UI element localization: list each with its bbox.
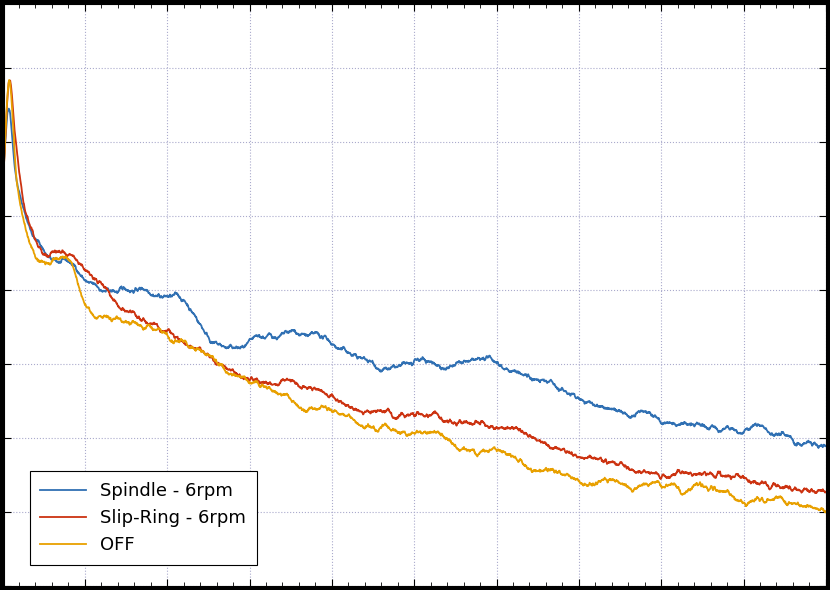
OFF (821, 508, 830, 515)
Spindle - 6rpm (315, 333, 325, 340)
OFF (142, 323, 152, 330)
OFF (4, 77, 14, 84)
Slip-Ring - 6rpm (805, 488, 815, 495)
Slip-Ring - 6rpm (142, 319, 152, 326)
OFF (93, 313, 103, 320)
OFF (315, 404, 325, 411)
Spindle - 6rpm (142, 287, 152, 294)
Spindle - 6rpm (350, 351, 360, 358)
Slip-Ring - 6rpm (350, 405, 360, 412)
Slip-Ring - 6rpm (810, 490, 820, 497)
Legend: Spindle - 6rpm, Slip-Ring - 6rpm, OFF: Spindle - 6rpm, Slip-Ring - 6rpm, OFF (30, 471, 256, 565)
OFF (821, 509, 830, 516)
Spindle - 6rpm (93, 284, 103, 291)
Spindle - 6rpm (805, 439, 815, 446)
Line: OFF: OFF (4, 80, 826, 512)
Spindle - 6rpm (716, 428, 726, 435)
Spindle - 6rpm (821, 442, 830, 450)
Slip-Ring - 6rpm (5, 77, 15, 84)
Line: Slip-Ring - 6rpm: Slip-Ring - 6rpm (4, 81, 826, 493)
OFF (0, 157, 9, 164)
Slip-Ring - 6rpm (315, 386, 325, 394)
Spindle - 6rpm (813, 444, 823, 451)
Spindle - 6rpm (4, 105, 14, 112)
Slip-Ring - 6rpm (716, 473, 726, 480)
Spindle - 6rpm (0, 155, 9, 162)
OFF (805, 503, 815, 510)
OFF (716, 487, 726, 494)
OFF (350, 417, 360, 424)
Slip-Ring - 6rpm (0, 158, 9, 165)
Slip-Ring - 6rpm (821, 489, 830, 496)
Slip-Ring - 6rpm (93, 279, 103, 286)
Line: Spindle - 6rpm: Spindle - 6rpm (4, 109, 826, 448)
